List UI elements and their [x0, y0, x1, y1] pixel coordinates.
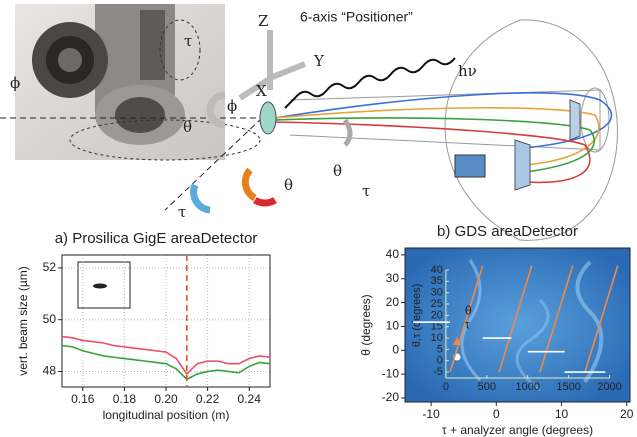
angle-label: θ	[183, 118, 192, 136]
beam-rays	[274, 92, 613, 184]
inner-x-tick-label: 0	[443, 381, 449, 393]
analyzer-crystal	[342, 118, 353, 147]
angle-label: θ	[333, 162, 342, 180]
chart-title: b) GDS areaDetector	[437, 223, 578, 240]
x-axis-label: τ + analyzer angle (degrees)	[442, 423, 593, 437]
y-tick-label: 50	[43, 312, 57, 326]
axis-label: Y	[313, 52, 325, 70]
y-tick-label: 40	[386, 247, 400, 261]
inner-x-tick-label: 1000	[515, 381, 539, 393]
plot-frame	[61, 254, 271, 388]
y-tick-label: 0	[392, 342, 399, 356]
photon-wave	[284, 57, 456, 109]
angle-label: τ	[178, 203, 186, 221]
legend-label: θ	[465, 304, 472, 318]
beam-inset	[77, 261, 131, 309]
inner-y-tick-label: 20	[431, 309, 443, 321]
angle-label: ϕ	[10, 74, 20, 92]
angle-label: θ	[284, 176, 293, 194]
data-line	[413, 321, 606, 373]
positioner-label: 6-axis “Positioner”	[300, 9, 413, 25]
photon-label: hν	[458, 62, 477, 80]
xyz-arrows	[238, 30, 307, 101]
positioner-photo	[15, 4, 261, 161]
x-tick-label: 0.18	[113, 392, 137, 406]
y-tick-label: -20	[382, 390, 400, 404]
inner-y-tick-label: 5	[437, 343, 443, 355]
legend-label: τ	[465, 318, 470, 332]
data-line	[449, 265, 619, 373]
x-tick-label: -10	[422, 407, 440, 421]
x-axis-label: longitudinal position (m)	[103, 408, 230, 422]
y-tick-label: 52	[43, 260, 57, 274]
inner-y-tick-label: 0	[437, 355, 443, 367]
inner-x-tick-label: 2000	[597, 381, 621, 393]
x-tick-label: 20	[620, 407, 634, 421]
y-tick-label: 10	[386, 319, 400, 333]
y-axis-label: vert. beam size (µm)	[16, 266, 30, 376]
x-tick-label: 0.24	[238, 392, 262, 406]
y-axis-label: θ (degrees)	[359, 294, 373, 355]
inner-y-tick-label: 40	[431, 264, 443, 276]
angle-label: τ	[362, 182, 370, 200]
detector	[454, 99, 581, 191]
inner-y-axis-label: θ,τ (degrees)	[411, 284, 423, 348]
axis-label: X	[256, 82, 267, 100]
y-tick-label: -10	[382, 366, 400, 380]
inner-y-tick-label: 35	[431, 275, 443, 287]
inner-x-tick-label: 1500	[556, 381, 580, 393]
inner-y-tick-label: 15	[431, 321, 443, 333]
x-tick-label: 0.22	[196, 392, 220, 406]
analyzer	[289, 19, 618, 241]
y-tick-label: 30	[386, 271, 400, 285]
data-line	[61, 344, 271, 381]
sample	[259, 101, 277, 135]
inner-x-tick-label: 500	[478, 381, 496, 393]
x-tick-label: 0.16	[71, 392, 95, 406]
plot-frame	[404, 247, 631, 403]
angle-label: ϕ	[227, 97, 237, 115]
data-line	[61, 335, 271, 376]
axis-lines	[0, 117, 263, 211]
axis-label: Z	[258, 12, 268, 30]
rotation-arrows	[190, 91, 277, 214]
inner-y-tick-label: 25	[431, 298, 443, 310]
x-tick-label: 10	[555, 407, 569, 421]
inner-y-tick-label: 10	[431, 332, 443, 344]
angle-label: τ	[184, 32, 192, 50]
detector-image	[405, 248, 630, 402]
inner-y-tick-label: 30	[431, 287, 443, 299]
diagram-labels: 6-axis “Positioner” Z Y X hν ϕ θ τ θ θ τ…	[10, 9, 477, 221]
x-tick-label: 0	[493, 407, 500, 421]
chart-title: a) Prosilica GigE areaDetector	[55, 230, 258, 247]
y-tick-label: 48	[43, 364, 57, 378]
x-tick-label: 0.20	[154, 392, 178, 406]
inner-y-tick-label: -5	[433, 366, 443, 378]
y-tick-label: 20	[386, 295, 400, 309]
